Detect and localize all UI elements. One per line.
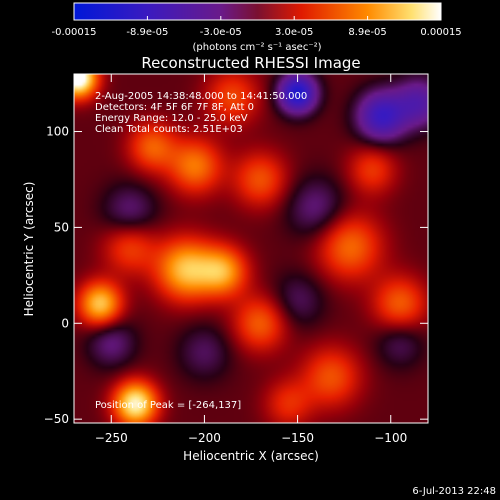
annotation-line: 2-Aug-2005 14:38:48.000 to 14:41:50.000 (95, 91, 307, 102)
x-tick-label: −250 (95, 431, 128, 445)
annotation-line: Detectors: 4F 5F 6F 7F 8F, Att 0 (95, 102, 254, 113)
heatmap-image (74, 74, 428, 423)
x-tick-label: −200 (188, 431, 221, 445)
x-axis-label: Heliocentric X (arcsec) (183, 449, 319, 463)
colorbar-label: (photons cm⁻² s⁻¹ asec⁻²) (192, 42, 321, 53)
peak-position-label: Position of Peak = [-264,137] (95, 400, 241, 411)
x-tick-label: −150 (281, 431, 314, 445)
colorbar-ticks: -0.00015 -8.9e-05 -3.0e-05 3.0e-05 8.9e-05 0.… (52, 16, 462, 38)
colorbar (73, 2, 442, 21)
colorbar-tick-label: -0.00015 (52, 27, 97, 38)
colorbar-tick-label: -8.9e-05 (126, 27, 168, 38)
y-axis-label: Heliocentric Y (arcsec) (22, 182, 36, 317)
chart-title: Reconstructed RHESSI Image (141, 54, 360, 72)
plot-frame (73, 73, 429, 424)
annotation-block: 2-Aug-2005 14:38:48.000 to 14:41:50.000D… (95, 91, 307, 135)
y-tick-label: 100 (46, 125, 69, 139)
axis-ticks: −250 −200 −150 −100 −50 0 50 100 (44, 74, 428, 445)
y-tick-label: 50 (54, 220, 69, 234)
y-tick-label: 0 (61, 316, 69, 330)
y-tick-label: −50 (44, 412, 69, 426)
colorbar-tick-label: -3.0e-05 (200, 27, 242, 38)
annotation-line: Energy Range: 12.0 - 25.0 keV (95, 113, 248, 124)
plot-image-area (74, 74, 428, 423)
annotation-line: Clean Total counts: 2.51E+03 (95, 124, 243, 135)
colorbar-tick-label: 8.9e-05 (348, 27, 386, 38)
colorbar-tick-label: 3.0e-05 (275, 27, 313, 38)
x-tick-label: −100 (374, 431, 407, 445)
footer-timestamp: 6-Jul-2013 22:48 (412, 486, 496, 497)
colorbar-tick-label: 0.00015 (420, 27, 461, 38)
